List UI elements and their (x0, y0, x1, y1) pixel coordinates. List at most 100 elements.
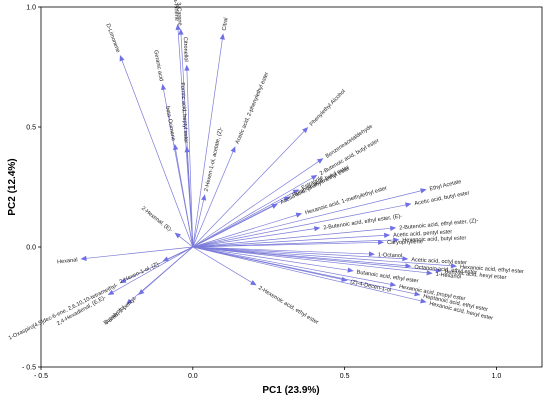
loading-vector (192, 188, 427, 248)
vector-label: Hexanoic acid, ethyl ester (460, 264, 524, 275)
vector-label: Citronellol (182, 37, 189, 62)
vector-label: 1-Oxaspiro[4.5]dec-6-ene, 2,6,10,10-tetr… (8, 282, 119, 341)
vector-line (192, 190, 423, 248)
vector-label: Caryophyllene (387, 239, 423, 246)
x-tick-label: 0.0 (188, 373, 198, 380)
loading-vector (192, 246, 397, 287)
vector-line (192, 246, 454, 267)
arrowhead-marker (283, 196, 290, 202)
vector-label: Hexanoic acid, butyl ester (402, 235, 466, 243)
vector-line (192, 246, 350, 271)
loading-vector (192, 246, 427, 304)
x-tick-label: 1.0 (492, 373, 502, 380)
vector-line (192, 246, 438, 271)
vector-line (192, 246, 254, 284)
x-axis-label: PC1 (23.9%) (262, 385, 319, 396)
arrowhead-marker (107, 289, 115, 295)
loading-vector (192, 246, 409, 262)
y-tick-label: 0.5 (26, 125, 36, 132)
vector-line (192, 129, 306, 248)
arrowhead-marker (378, 239, 385, 245)
loading-vector (192, 33, 225, 248)
arrowhead-marker (405, 202, 412, 208)
loading-vector (192, 225, 397, 248)
loading-vector (184, 64, 194, 248)
vector-label: D-Limonene (104, 23, 120, 54)
loading-vector (119, 55, 194, 248)
loading-vector (192, 246, 457, 269)
vector-label: Hexanal (57, 257, 78, 265)
loading-vector (192, 246, 354, 273)
arrowhead-marker (271, 203, 278, 209)
vector-label: 1-Hexanol (435, 272, 461, 281)
vector-label: beta-Ocimene (164, 106, 176, 142)
vector-label: Acetic acid, pentyl ester (393, 229, 452, 239)
arrowhead-marker (405, 263, 412, 269)
arrowhead-marker (384, 232, 391, 238)
arrowhead-marker (184, 146, 190, 153)
x-tick-label: 0.5 (340, 373, 350, 380)
arrowhead-marker (302, 127, 309, 134)
vector-line (192, 241, 381, 248)
vector-label: Phenylethyl Alcohol (309, 88, 347, 127)
arrowhead-marker (420, 188, 427, 194)
vector-label: Hexanoic acid, 1-methylethyl ester (304, 185, 388, 216)
vector-line (121, 58, 194, 248)
vector-label: Geranic acid (152, 50, 164, 82)
vector-line (111, 246, 193, 294)
vector-line (192, 234, 387, 248)
loading-vector (107, 246, 193, 295)
arrowhead-marker (178, 28, 184, 35)
vector-label: Formic acid, heptyl ester (179, 82, 189, 143)
vector-line (192, 227, 393, 248)
y-tick-label: 0.0 (26, 245, 36, 252)
vector-line (186, 150, 194, 248)
vector-line (192, 160, 321, 248)
arrowhead-marker (184, 64, 190, 71)
arrowhead-marker (435, 267, 442, 274)
arrowhead-marker (201, 194, 207, 201)
arrowhead-marker (450, 263, 457, 269)
loading-vector (126, 246, 194, 305)
vector-label: Benzoic acid, hexyl ester (444, 269, 506, 281)
loading-vector (192, 246, 375, 257)
arrowhead-marker (173, 143, 179, 151)
y-axis-label: PC2 (12.4%) (7, 158, 18, 215)
loading-vector (192, 246, 257, 286)
vector-label: 2-Hexenoic acid, ethyl ester (257, 285, 319, 326)
vector-line (192, 176, 315, 248)
x-tick-label: - 0.5 (34, 373, 48, 380)
loading-vector (192, 246, 442, 274)
vector-line (192, 246, 405, 260)
arrowhead-marker (162, 256, 169, 262)
arrowhead-marker (314, 226, 321, 232)
arrowhead-marker (174, 232, 181, 239)
loading-vector (192, 175, 318, 248)
arrowhead-marker (138, 289, 145, 295)
vector-line (192, 204, 408, 248)
vector-line (128, 246, 194, 303)
vector-line (192, 149, 235, 248)
vector-line (192, 246, 417, 295)
vector-line (174, 147, 194, 248)
arrowhead-marker (80, 255, 87, 261)
vector-line (192, 214, 299, 248)
loading-vector (192, 226, 321, 248)
loading-vector (119, 246, 193, 283)
loading-vector (192, 246, 433, 276)
vector-line (84, 246, 193, 259)
arrowhead-marker (414, 291, 421, 297)
vector-label: Acetic acid, octyl ester (411, 257, 467, 266)
arrowhead-marker (347, 267, 354, 273)
vector-label: Ethyl Acetate (429, 179, 462, 193)
vector-label: Octanoic acid, ethyl ester (414, 264, 477, 275)
vector-label: 2-Hexen-1-ol, (Z)- (119, 261, 162, 286)
loading-vector (192, 202, 412, 248)
vector-line (192, 246, 423, 302)
arrowhead-marker (393, 237, 400, 243)
axis-ticks: - 0.5 0.0 0.5 1.0 - 0.5 0.0 0.5 1.0 (22, 5, 501, 381)
arrowhead-marker (368, 251, 375, 257)
vector-label: beta-Pinene (171, 0, 179, 21)
loading-vector (192, 246, 421, 297)
